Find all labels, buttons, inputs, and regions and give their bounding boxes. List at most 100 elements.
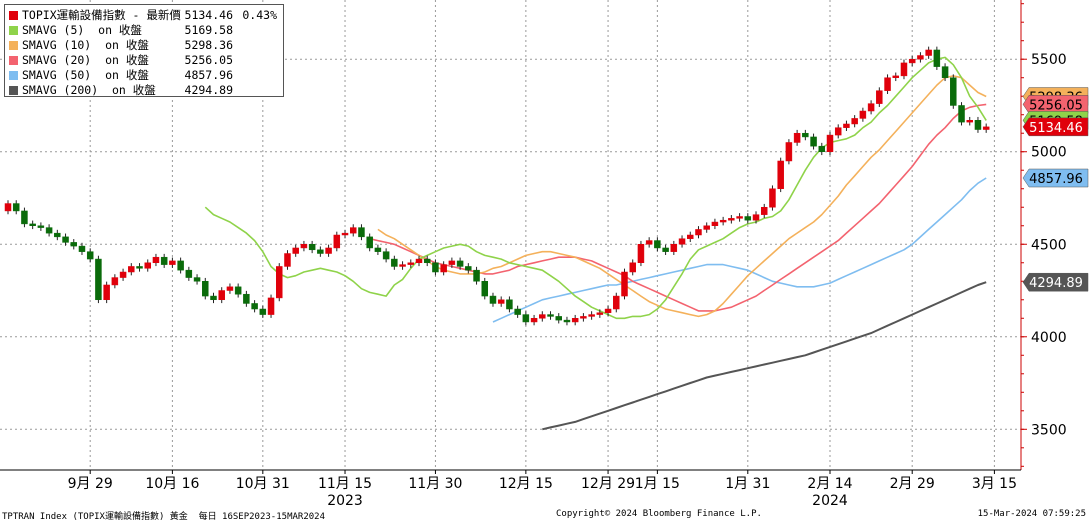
sma20-line [369,103,987,312]
candle-body [687,234,694,239]
candle-body [571,318,579,323]
sma50-line [492,177,987,323]
candle-body [744,216,752,221]
candle-body [958,105,965,123]
candle-body [12,203,20,212]
candle-body [128,266,135,273]
last-value-tag-bg [1022,117,1089,137]
y-tick-label: 4500 [1031,237,1067,253]
candle-body [325,247,332,254]
footer-source: TPTRAN Index (TOPIX運輸設備指數) 黃金 每日 16SEP20… [2,512,325,522]
candle-body [637,244,645,264]
candle-body [900,62,908,77]
candle-body [785,142,793,162]
legend-value: 5169.58 [184,23,233,37]
candle-body [760,206,768,215]
candle-body [193,277,201,282]
candle-body [29,223,36,226]
candle-body [728,218,735,221]
candle-body [925,49,932,56]
candle-body [54,232,61,238]
footer-copyright: Copyright© 2024 Bloomberg Finance L.P. [556,509,762,519]
candle-body [547,314,554,317]
candle-body [580,316,587,319]
candle-body [662,247,669,252]
legend-label: SMAVG (20) on 收盤 [22,53,149,67]
candle-body [440,264,447,273]
candle-body [613,295,620,310]
last-value-tag-label: 5256.05 [1029,98,1083,113]
candle-body [317,249,324,254]
candle-body [555,316,562,321]
candle-body [481,281,489,297]
legend-item-sma10: SMAVG (10) on 收盤 5298.36 [9,38,281,53]
x-tick-label: 2月 14 [807,476,852,492]
candle-body [169,260,176,265]
last-value-tag-bg [1022,95,1089,114]
candle-body [251,303,258,310]
legend-value: 5256.05 [184,53,233,67]
candle-body [473,269,480,282]
candle-body [777,160,784,189]
legend-value: 5298.36 [184,38,233,52]
candle-body [62,236,69,243]
candle-body [366,236,373,249]
x-tick-label: 1月 15 [635,476,680,492]
last-value-tag: 5134.46 [1022,117,1089,137]
candle-body [892,75,900,78]
candle-body [415,258,423,264]
footer-timestamp: 15-Mar-2024 07:59:25 [977,509,1086,519]
sma200-line [542,281,987,431]
y-tick-label: 4000 [1031,330,1067,346]
legend: TOPIX運輸設備指數 - 最新價 5134.46 0.43% SMAVG (5… [4,4,284,97]
last-value-tag: 5256.05 [1022,95,1089,114]
candle-body [645,240,653,245]
x-tick-label: 10月 16 [145,476,199,492]
candle-body [621,271,628,297]
candle-body [793,132,801,143]
legend-label: TOPIX運輸設備指數 - 最新價 [22,8,181,22]
candle-body [45,227,53,234]
candle-body [160,256,168,265]
candle-body [423,258,431,264]
candle-body [152,256,160,264]
legend-label: SMAVG (50) on 收盤 [22,68,149,82]
candle-body [103,284,110,301]
legend-swatch-sma5 [9,26,18,35]
legend-swatch-sma10 [9,41,18,50]
candle-body [448,260,456,265]
candle-body [497,299,505,304]
candle-body [349,227,357,234]
y-tick-label: 5000 [1031,145,1067,161]
candle-body [144,262,151,269]
candle-body [382,251,390,260]
candle-body [358,227,365,238]
candle-body [678,238,686,245]
candle-body [202,281,209,297]
candles [4,46,990,326]
x-year-label: 2024 [812,493,848,509]
legend-label: SMAVG (200) on 收盤 [22,83,156,97]
candle-body [711,221,719,226]
candle-body [4,203,12,212]
candle-body [276,266,283,299]
y-tick-label: 5500 [1031,52,1067,68]
y-axis: 3500 4000 4500 5000 5500 [1020,0,1067,470]
candle-body [284,253,291,267]
candle-body [604,308,612,313]
legend-value: 4294.89 [184,83,233,97]
candle-body [489,295,497,304]
x-tick-label: 9月 29 [68,476,113,492]
x-year-label: 2023 [327,493,363,509]
x-tick-label: 11月 30 [408,476,462,492]
last-value-tag-bg [1022,272,1089,292]
candle-body [210,295,217,301]
x-tick-label: 3月 15 [972,476,1017,492]
candle-body [185,269,193,278]
candle-body [300,244,308,249]
legend-swatch-sma20 [9,56,18,65]
last-value-tag-label: 5134.46 [1029,121,1083,136]
candle-body [867,103,875,112]
candle-body [465,266,472,271]
candle-body [243,293,250,304]
